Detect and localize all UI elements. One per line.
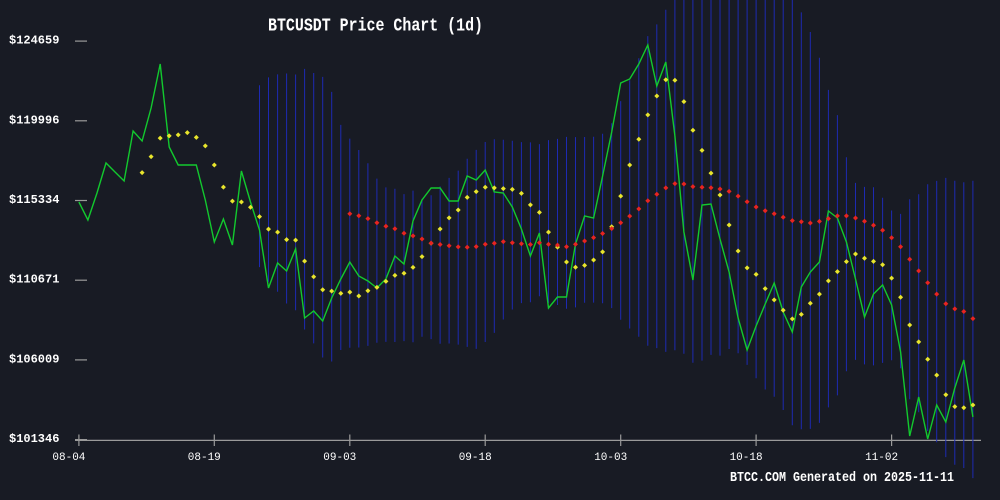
- svg-text:10-03: 10-03: [594, 452, 627, 464]
- svg-text:BTCUSDT Price Chart (1d): BTCUSDT Price Chart (1d): [268, 16, 483, 37]
- svg-text:11-02: 11-02: [865, 452, 898, 464]
- svg-text:08-19: 08-19: [188, 452, 221, 464]
- svg-text:BTCC.COM Generated on 2025-11-: BTCC.COM Generated on 2025-11-11: [730, 471, 954, 486]
- svg-text:$119996: $119996: [9, 113, 59, 127]
- svg-text:09-18: 09-18: [459, 452, 492, 464]
- svg-text:09-03: 09-03: [323, 452, 356, 464]
- svg-text:$106009: $106009: [9, 352, 59, 366]
- svg-text:$124659: $124659: [9, 34, 59, 48]
- svg-text:$101346: $101346: [9, 432, 59, 446]
- svg-text:$110671: $110671: [9, 273, 59, 287]
- svg-text:$115334: $115334: [9, 193, 59, 207]
- svg-text:10-18: 10-18: [730, 452, 763, 464]
- svg-text:08-04: 08-04: [52, 452, 85, 464]
